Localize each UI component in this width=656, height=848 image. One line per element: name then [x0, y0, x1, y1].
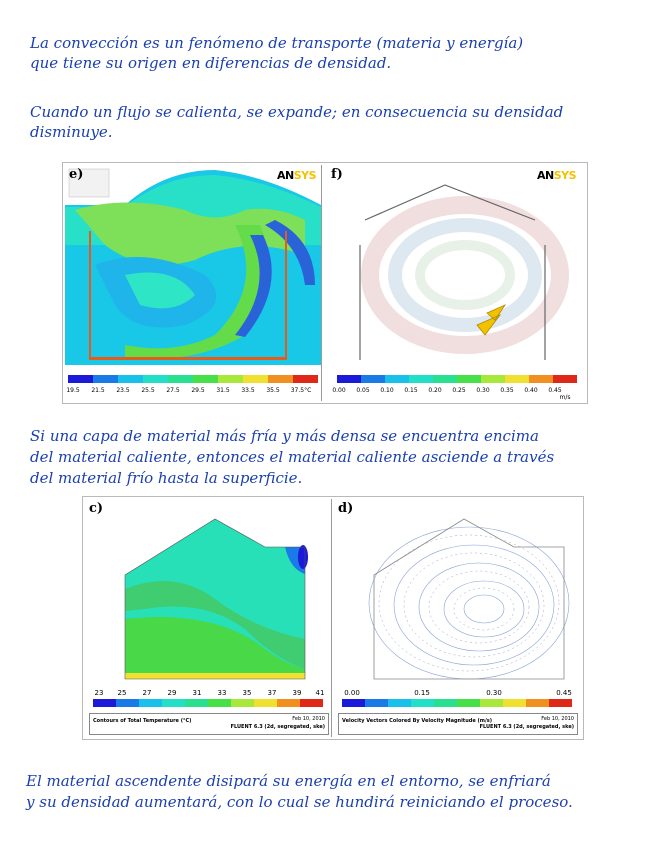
colorbar-tick: 25: [117, 689, 127, 697]
colorbar-tick: 33.5: [241, 387, 255, 394]
panel-d-velocity: d) 0.00 0.15 0.30 0.45 Velocity Vectors …: [334, 499, 580, 737]
colorbar-tick: 0.40: [524, 387, 538, 394]
colorbar-tick: 0.00: [332, 387, 346, 394]
colorbar-tick: 0.15: [414, 689, 430, 697]
colorbar-tick: 23: [94, 689, 104, 697]
colorbar-tick: 31: [192, 689, 202, 697]
colorbar-tick: 0.45: [556, 689, 572, 697]
colorbar-tick: 37: [267, 689, 277, 697]
caption-date-c: Feb 10, 2010: [292, 716, 325, 722]
paragraph-2-line-1: Cuando un flujo se calienta, se expande;…: [30, 103, 564, 121]
paragraph-3-line-1: Si una capa de material más fría y más d…: [30, 427, 539, 445]
colorbar-tick: 0.35: [500, 387, 514, 394]
colorbar-tick: 23.5: [116, 387, 130, 394]
caption-solver-d: FLUENT 6.3 (2d, segregated, ske): [479, 724, 574, 730]
colorbar-tick: 25.5: [141, 387, 155, 394]
colorbar-tick: 0.25: [452, 387, 466, 394]
ansys-logo-f: ANSYS: [537, 169, 577, 182]
caption-box-c: Contours of Total Temperature (°C) Feb 1…: [89, 713, 329, 735]
colorbar-tick: 27.5: [166, 387, 180, 394]
colorbar-tick: 0.05: [356, 387, 370, 394]
panel-e-temperature: e) ANSYS 19.5 21.5 23.5 25.5 27.5 29.5 3…: [65, 165, 322, 401]
colorbar-tick: 0.30: [486, 689, 502, 697]
paragraph-4-line-2: y su densidad aumentará, con lo cual se …: [26, 793, 573, 811]
panel-f-velocity: f) ANSYS 0.00 0.05 0.10 0.15 0.20 0.25 0…: [325, 165, 583, 401]
colorbar-tick: 41: [315, 689, 325, 697]
colorbar-tick: 0.20: [428, 387, 442, 394]
panel-c-temperature: c) 23 25 27 29 31 33 35 37 39 41 Contour…: [85, 499, 332, 737]
paragraph-4-line-1: El material ascendente disipará su energ…: [26, 772, 551, 790]
colorbar-tick: 21.5: [91, 387, 105, 394]
panel-c-label: c): [89, 501, 104, 516]
paragraph-3-line-2: del material caliente, entonces el mater…: [30, 448, 555, 466]
panel-e-label: e): [69, 167, 84, 182]
velocity-vector-plot: [334, 499, 580, 685]
velocity-colorbar-d: [342, 699, 572, 707]
colorbar-tick: 35: [242, 689, 252, 697]
velocity-vector-plot: [325, 165, 583, 365]
caption-title-c: Contours of Total Temperature (°C): [93, 718, 192, 724]
colorbar-tick: 31.5: [216, 387, 230, 394]
paragraph-2-line-2: disminuye.: [30, 123, 113, 141]
colorbar-tick: 39: [292, 689, 302, 697]
caption-title-d: Velocity Vectors Colored By Velocity Mag…: [342, 718, 493, 724]
panel-d-label: d): [338, 501, 354, 516]
caption-box-d: Velocity Vectors Colored By Velocity Mag…: [338, 713, 578, 735]
paragraph-1-line-2: que tiene su origen en diferencias de de…: [30, 54, 392, 72]
temperature-contour-plot: [65, 165, 321, 365]
panel-f-label: f): [331, 167, 343, 182]
velocity-colorbar: [337, 375, 577, 383]
colorbar-tick: 0.30: [476, 387, 490, 394]
paragraph-3-line-3: del material frío hasta la superficie.: [30, 469, 303, 487]
caption-date-d: Feb 10, 2010: [541, 716, 574, 722]
figure-fluent: c) 23 25 27 29 31 33 35 37 39 41 Contour…: [82, 496, 584, 740]
colorbar-tick: 29: [167, 689, 177, 697]
colorbar-unit: m/s: [559, 394, 571, 401]
colorbar-tick: 33: [217, 689, 227, 697]
temperature-contour-plot: [85, 499, 331, 685]
colorbar-tick: 35.5: [266, 387, 280, 394]
colorbar-tick: 0.00: [344, 689, 360, 697]
colorbar-tick: 0.15: [404, 387, 418, 394]
temperature-colorbar: [68, 375, 318, 383]
temperature-colorbar-c: [93, 699, 323, 707]
ansys-logo-e: ANSYS: [277, 169, 317, 182]
colorbar-tick: 19.5: [66, 387, 80, 394]
caption-solver-c: FLUENT 6.3 (2d, segregated, ske): [230, 724, 325, 730]
colorbar-tick: 27: [142, 689, 152, 697]
figure-ansys: e) ANSYS 19.5 21.5 23.5 25.5 27.5 29.5 3…: [62, 162, 588, 404]
paragraph-1-line-1: La convección es un fenómeno de transpor…: [30, 34, 524, 52]
colorbar-tick: 29.5: [191, 387, 205, 394]
colorbar-tick: 37.5°C: [290, 387, 312, 394]
colorbar-tick: 0.10: [380, 387, 394, 394]
colorbar-tick: 0.45: [548, 387, 562, 394]
